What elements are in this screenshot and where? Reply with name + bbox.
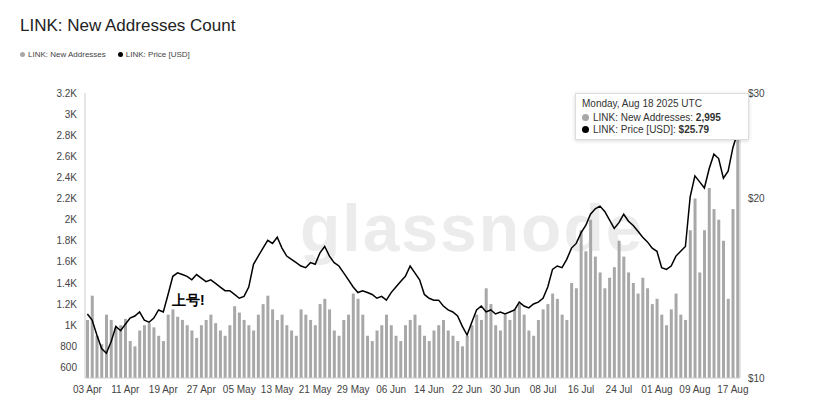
- html-text:LINK: Price [USD]: LINK: Price [USD]: [125, 50, 190, 59]
- svg-text:06 Jun: 06 Jun: [376, 384, 406, 395]
- svg-text:$10: $10: [748, 373, 765, 384]
- svg-text:27 Apr: 27 Apr: [187, 384, 217, 395]
- svg-text:30 Jun: 30 Jun: [490, 384, 520, 395]
- html-text:上号!: 上号!: [172, 292, 205, 308]
- svg-text:29 May: 29 May: [337, 384, 370, 395]
- svg-text:14 Jun: 14 Jun: [414, 384, 444, 395]
- svg-text:600: 600: [60, 362, 77, 373]
- svg-text:16 Jul: 16 Jul: [568, 384, 595, 395]
- svg-text:1.6K: 1.6K: [56, 256, 77, 267]
- html-text:LINK: New Addresses: 2,995: LINK: New Addresses: 2,995: [593, 112, 721, 123]
- svg-text:05 May: 05 May: [223, 384, 256, 395]
- svg-text:01 Aug: 01 Aug: [641, 384, 672, 395]
- svg-text:17 Aug: 17 Aug: [717, 384, 748, 395]
- svg-text:1.4K: 1.4K: [56, 278, 77, 289]
- svg-text:3.2K: 3.2K: [56, 88, 77, 99]
- svg-text:$30: $30: [748, 88, 765, 99]
- svg-text:1.2K: 1.2K: [56, 299, 77, 310]
- svg-text:21 May: 21 May: [299, 384, 332, 395]
- svg-text:2.2K: 2.2K: [56, 193, 77, 204]
- svg-text:2.8K: 2.8K: [56, 130, 77, 141]
- html-text:LINK: New Addresses Count: LINK: New Addresses Count: [20, 16, 236, 35]
- html-text:Monday, Aug 18 2025 UTC: Monday, Aug 18 2025 UTC: [582, 98, 702, 109]
- svg-text:19 Apr: 19 Apr: [149, 384, 179, 395]
- svg-text:08 Jul: 08 Jul: [530, 384, 557, 395]
- svg-text:2K: 2K: [65, 214, 78, 225]
- svg-text:1K: 1K: [65, 320, 78, 331]
- svg-text:$20: $20: [748, 193, 765, 204]
- svg-text:13 May: 13 May: [261, 384, 294, 395]
- html-text:glassnode: glassnode: [300, 191, 645, 265]
- svg-text:800: 800: [60, 341, 77, 352]
- svg-text:09 Aug: 09 Aug: [679, 384, 710, 395]
- svg-text:11 Apr: 11 Apr: [111, 384, 140, 395]
- html-text:LINK: New Addresses: LINK: New Addresses: [28, 50, 106, 59]
- svg-text:03 Apr: 03 Apr: [73, 384, 103, 395]
- svg-text:22 Jun: 22 Jun: [452, 384, 482, 395]
- svg-text:3K: 3K: [65, 109, 78, 120]
- svg-text:1.8K: 1.8K: [56, 235, 77, 246]
- svg-text:2.6K: 2.6K: [56, 151, 77, 162]
- html-text:LINK: Price [USD]: $25.79: LINK: Price [USD]: $25.79: [593, 124, 710, 135]
- svg-text:24 Jul: 24 Jul: [606, 384, 633, 395]
- svg-text:2.4K: 2.4K: [56, 172, 77, 183]
